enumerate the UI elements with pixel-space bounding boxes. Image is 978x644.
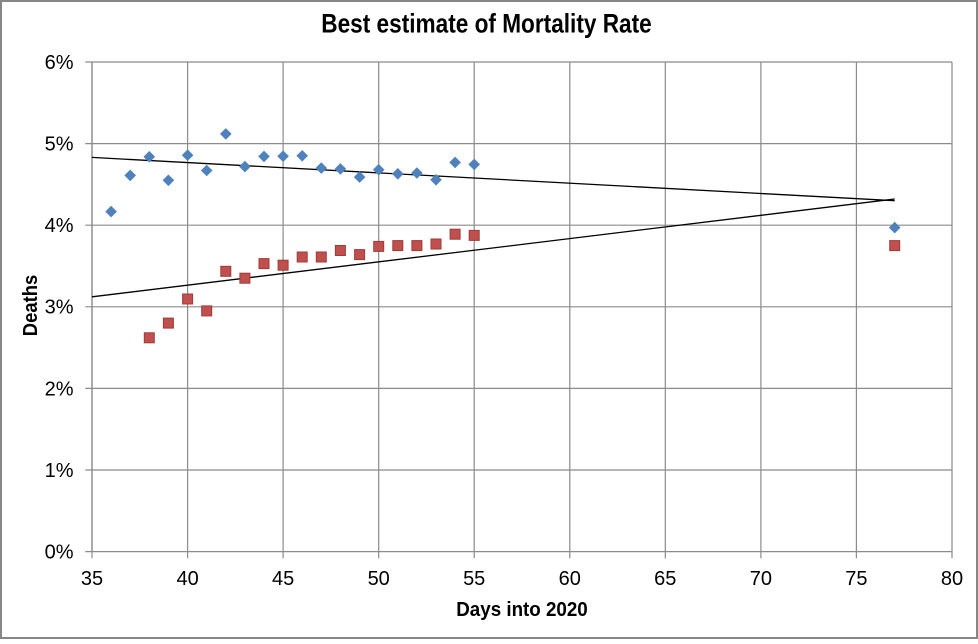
svg-text:Best estimate of Mortality Rat: Best estimate of Mortality Rate xyxy=(321,9,652,39)
svg-text:Days into 2020: Days into 2020 xyxy=(456,599,588,621)
svg-text:45: 45 xyxy=(272,568,294,590)
svg-text:0%: 0% xyxy=(45,542,74,564)
svg-text:Deaths: Deaths xyxy=(20,275,42,337)
svg-text:70: 70 xyxy=(750,568,772,590)
svg-text:4%: 4% xyxy=(45,215,74,237)
svg-text:6%: 6% xyxy=(45,52,74,74)
svg-text:50: 50 xyxy=(368,568,390,590)
svg-text:1%: 1% xyxy=(45,460,74,482)
svg-text:60: 60 xyxy=(559,568,581,590)
svg-text:65: 65 xyxy=(654,568,676,590)
svg-text:35: 35 xyxy=(81,568,103,590)
svg-text:5%: 5% xyxy=(45,134,74,156)
svg-text:55: 55 xyxy=(463,568,485,590)
svg-text:2%: 2% xyxy=(45,378,74,400)
svg-text:80: 80 xyxy=(941,568,963,590)
svg-text:40: 40 xyxy=(176,568,198,590)
svg-text:75: 75 xyxy=(845,568,867,590)
svg-text:3%: 3% xyxy=(45,297,74,319)
